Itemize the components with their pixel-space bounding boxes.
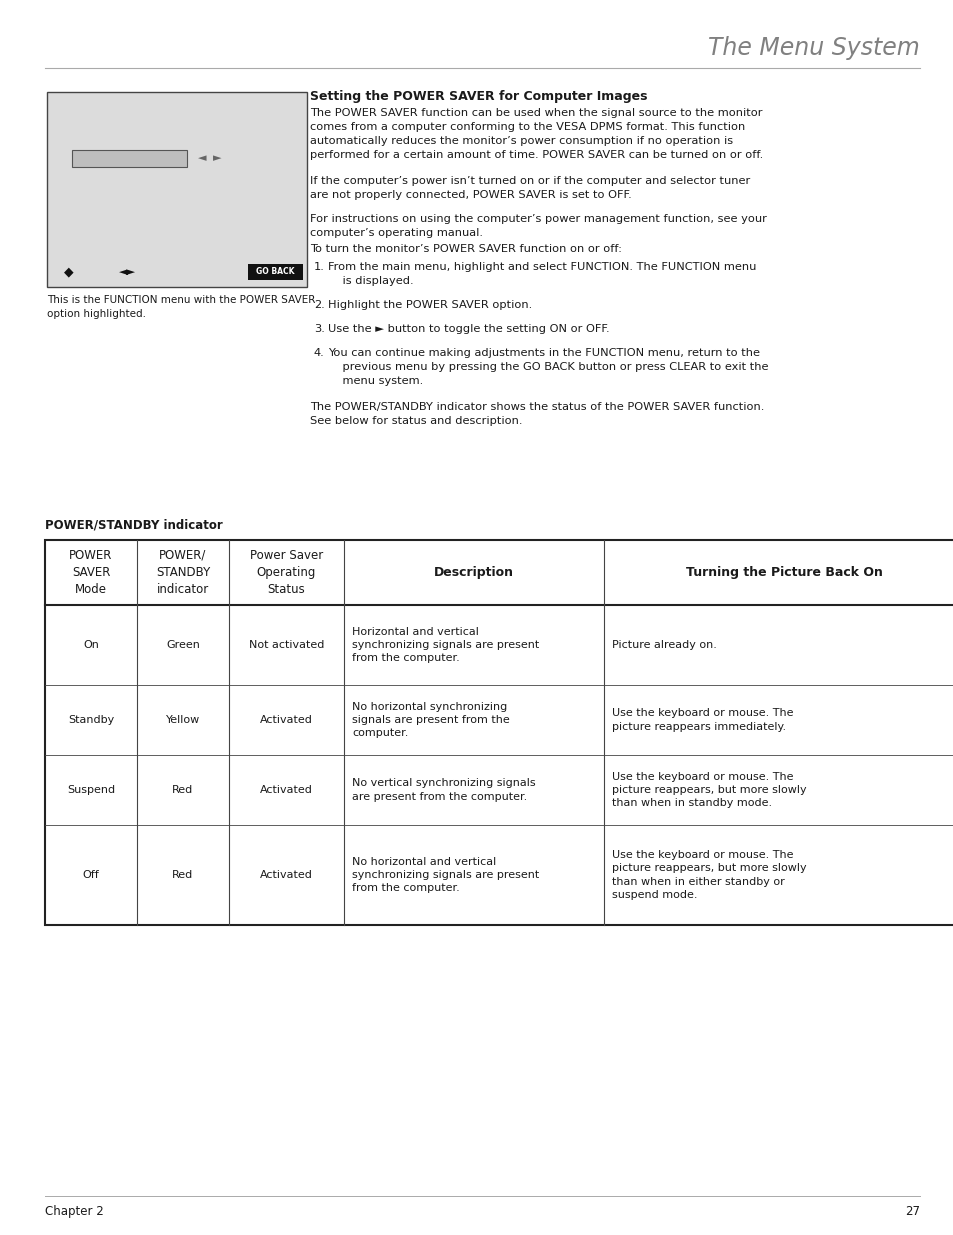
Text: Activated: Activated: [260, 715, 313, 725]
Text: From the main menu, highlight and select FUNCTION. The FUNCTION menu
    is disp: From the main menu, highlight and select…: [328, 262, 756, 287]
Bar: [71, 149, 187, 167]
Text: Use the keyboard or mouse. The
picture reappears, but more slowly
than when in e: Use the keyboard or mouse. The picture r…: [612, 850, 806, 900]
Text: Yellow: Yellow: [166, 715, 200, 725]
Text: The Menu System: The Menu System: [707, 36, 919, 61]
Text: Power Saver
Operating
Status: Power Saver Operating Status: [250, 550, 323, 597]
Text: Off: Off: [83, 869, 99, 881]
Text: Highlight the POWER SAVER option.: Highlight the POWER SAVER option.: [328, 300, 532, 310]
Text: Use the keyboard or mouse. The
picture reappears, but more slowly
than when in s: Use the keyboard or mouse. The picture r…: [612, 772, 806, 808]
Text: On: On: [83, 640, 99, 650]
Bar: [47, 91, 307, 287]
Text: Turning the Picture Back On: Turning the Picture Back On: [685, 566, 882, 579]
Text: Standby: Standby: [68, 715, 114, 725]
Text: Red: Red: [172, 869, 193, 881]
Text: Use the ► button to toggle the setting ON or OFF.: Use the ► button to toggle the setting O…: [328, 324, 609, 333]
Text: Horizontal and vertical
synchronizing signals are present
from the computer.: Horizontal and vertical synchronizing si…: [352, 627, 538, 663]
Text: No vertical synchronizing signals
are present from the computer.: No vertical synchronizing signals are pr…: [352, 778, 535, 802]
Text: The POWER/STANDBY indicator shows the status of the POWER SAVER function.
See be: The POWER/STANDBY indicator shows the st…: [310, 403, 763, 426]
Text: POWER/STANDBY indicator: POWER/STANDBY indicator: [45, 517, 222, 531]
Text: POWER/
STANDBY
indicator: POWER/ STANDBY indicator: [155, 550, 210, 597]
Text: GO BACK: GO BACK: [256, 268, 294, 277]
Text: To turn the monitor’s POWER SAVER function on or off:: To turn the monitor’s POWER SAVER functi…: [310, 245, 621, 254]
Text: ◄: ◄: [197, 153, 206, 163]
Text: POWER
SAVER
Mode: POWER SAVER Mode: [70, 550, 112, 597]
Text: ◆: ◆: [64, 266, 73, 279]
Text: 1.: 1.: [314, 262, 325, 272]
Text: ◄►: ◄►: [118, 267, 135, 277]
Text: 4.: 4.: [314, 348, 324, 358]
Text: Activated: Activated: [260, 869, 313, 881]
Text: 2.: 2.: [314, 300, 324, 310]
Text: Setting the POWER SAVER for Computer Images: Setting the POWER SAVER for Computer Ima…: [310, 90, 647, 103]
Text: Chapter 2: Chapter 2: [45, 1205, 104, 1218]
Text: You can continue making adjustments in the FUNCTION menu, return to the
    prev: You can continue making adjustments in t…: [328, 348, 768, 387]
Text: No horizontal and vertical
synchronizing signals are present
from the computer.: No horizontal and vertical synchronizing…: [352, 857, 538, 893]
Text: Red: Red: [172, 785, 193, 795]
Text: If the computer’s power isn’t turned on or if the computer and selector tuner
ar: If the computer’s power isn’t turned on …: [310, 177, 749, 200]
Text: Suspend: Suspend: [67, 785, 115, 795]
Text: 3.: 3.: [314, 324, 325, 333]
Bar: [45, 540, 953, 925]
Text: Activated: Activated: [260, 785, 313, 795]
Text: Picture already on.: Picture already on.: [612, 640, 716, 650]
Text: The POWER SAVER function can be used when the signal source to the monitor
comes: The POWER SAVER function can be used whe…: [310, 107, 762, 161]
Text: Use the keyboard or mouse. The
picture reappears immediately.: Use the keyboard or mouse. The picture r…: [612, 709, 793, 731]
Text: This is the FUNCTION menu with the POWER SAVER
option highlighted.: This is the FUNCTION menu with the POWER…: [47, 295, 315, 319]
Text: Description: Description: [434, 566, 514, 579]
Text: For instructions on using the computer’s power management function, see your
com: For instructions on using the computer’s…: [310, 214, 766, 238]
Text: Not activated: Not activated: [249, 640, 324, 650]
Text: Green: Green: [166, 640, 200, 650]
Bar: [248, 264, 303, 280]
Text: No horizontal synchronizing
signals are present from the
computer.: No horizontal synchronizing signals are …: [352, 701, 509, 739]
Text: 27: 27: [904, 1205, 919, 1218]
Text: ►: ►: [213, 153, 221, 163]
